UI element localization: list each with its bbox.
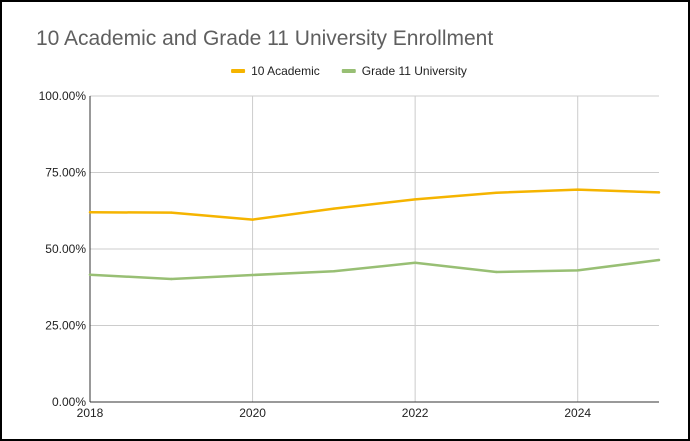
data-point [332,270,336,273]
data-point [576,269,579,272]
series-lines [88,188,661,281]
data-point [495,270,498,274]
legend-label: Grade 11 University [362,64,467,78]
grid-lines [90,95,659,402]
data-point [88,273,92,276]
series-line-1 [88,188,661,221]
y-tick-label: 0.00% [52,395,86,409]
legend-label: 10 Academic [251,64,320,78]
legend-swatch [231,69,246,73]
y-tick-label: 75.00% [45,166,86,180]
data-point [251,273,254,277]
data-point [170,211,173,214]
legend: 10 Academic Grade 11 University [231,64,467,78]
axes: 0.00% 25.00% 50.00% 75.00% 100.00% 2018 2020 20… [39,89,659,420]
series-line-2 [88,258,661,281]
data-point [88,211,92,214]
chart-title: 10 Academic and Grade 11 University Enro… [36,27,494,50]
y-tick-label: 25.00% [45,319,86,333]
y-tick-label: 100.00% [39,89,87,103]
data-point [332,207,336,210]
x-tick-label: 2020 [239,406,266,420]
x-tick-label: 2024 [564,406,591,420]
data-point [657,191,661,194]
y-tick-label: 50.00% [45,242,86,256]
data-point [413,261,417,264]
data-point [495,191,498,194]
data-point [576,188,579,191]
x-tick-label: 2022 [402,406,429,420]
legend-swatch [341,69,356,73]
x-tick-label: 2018 [77,406,104,420]
data-point [251,218,254,221]
data-point [657,258,661,262]
data-point [170,277,173,281]
data-point [413,198,417,201]
